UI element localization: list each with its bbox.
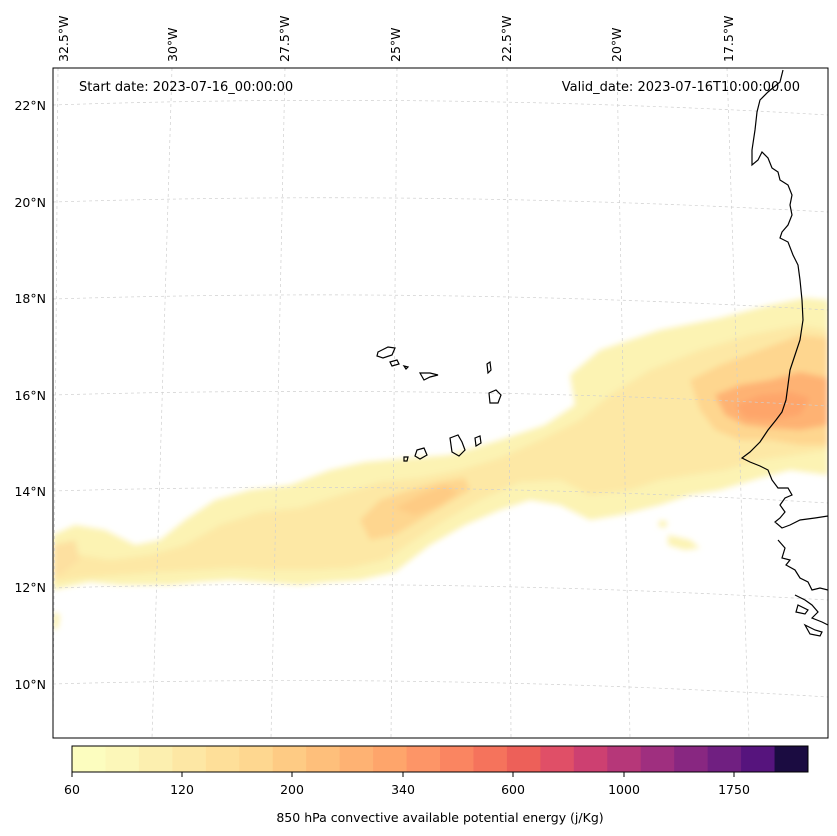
colorbar-cell [138,746,173,772]
latitude-labels: 22°N 20°N 18°N 16°N 14°N 12°N 10°N [14,98,46,692]
colorbar-cell [573,746,608,772]
island-santo-antao [376,346,396,359]
lon-label: 25°W [388,27,403,62]
colorbar-cell [406,746,441,772]
lon-label: 32.5°W [56,16,71,62]
coastlines [376,69,828,637]
cape-blob-small [658,520,668,528]
colorbar-cell [105,746,140,772]
colorbar-tick-label: 340 [391,782,415,797]
colorbar-cell [306,746,341,772]
island-sao-vicente [389,359,400,367]
colorbar-cell [540,746,575,772]
lat-label: 10°N [14,677,46,692]
lat-label: 16°N [14,388,46,403]
colorbar-tick-label: 1750 [718,782,750,797]
colorbar-tick-label: 1000 [608,782,640,797]
colorbar-cell [373,746,408,772]
colorbar: 60 120 200 340 600 1000 1750 850 hPa con… [64,745,809,825]
colorbar-cells [72,746,809,772]
island-fogo [414,447,428,460]
african-coastline [740,69,828,529]
gridlines [53,68,828,738]
lon-label: 20°W [609,27,624,62]
island-sao-nicolau [418,372,439,381]
island-sal [486,360,492,375]
colorbar-cell [272,746,307,772]
cape-field [53,298,828,630]
colorbar-tick-label: 120 [170,782,194,797]
lon-label: 30°W [165,27,180,62]
colorbar-frame [71,745,809,773]
cape-blob-south [668,535,700,550]
island-maio [474,435,482,447]
colorbar-cell [339,746,374,772]
colorbar-cell [607,746,642,772]
cape-core-central [395,485,458,515]
colorbar-cell [72,746,106,772]
island-boa-vista [488,389,502,404]
colorbar-cell [473,746,508,772]
lon-label: 22.5°W [499,16,514,62]
colorbar-cell [172,746,207,772]
island-brava [403,456,409,462]
map-frame [52,67,829,739]
longitude-labels: 32.5°W 30°W 27.5°W 25°W 22.5°W 20°W 17.5… [56,16,736,62]
cape-band-level2 [53,325,828,582]
colorbar-tick-label: 200 [280,782,304,797]
colorbar-title: 850 hPa convective available potential e… [276,810,603,825]
colorbar-cell [205,746,240,772]
cape-core-east-peak [735,392,810,420]
lon-label: 27.5°W [277,16,292,62]
colorbar-cell [774,746,809,772]
colorbar-cell [741,746,776,772]
colorbar-cell [239,746,274,772]
island-santiago [449,434,466,457]
lon-label: 17.5°W [721,16,736,62]
colorbar-cell [506,746,541,772]
lat-label: 20°N [14,195,46,210]
start-date-label: Start date: 2023-07-16_00:00:00 [79,80,293,95]
island-santa-luzia [402,365,410,370]
lat-label: 14°N [14,484,46,499]
colorbar-cell [440,746,474,772]
colorbar-tick-label: 600 [501,782,525,797]
lat-label: 12°N [14,580,46,595]
colorbar-cell [674,746,709,772]
colorbar-cell [640,746,675,772]
valid-date-label: Valid_date: 2023-07-16T10:00:00.00 [562,80,800,95]
lat-label: 22°N [14,98,46,113]
cape-blob-west [53,612,60,630]
colorbar-ticks [71,772,735,777]
lat-label: 18°N [14,291,46,306]
colorbar-cell [707,746,742,772]
colorbar-tick-label: 60 [64,782,80,797]
cape-patch-west [53,540,80,575]
